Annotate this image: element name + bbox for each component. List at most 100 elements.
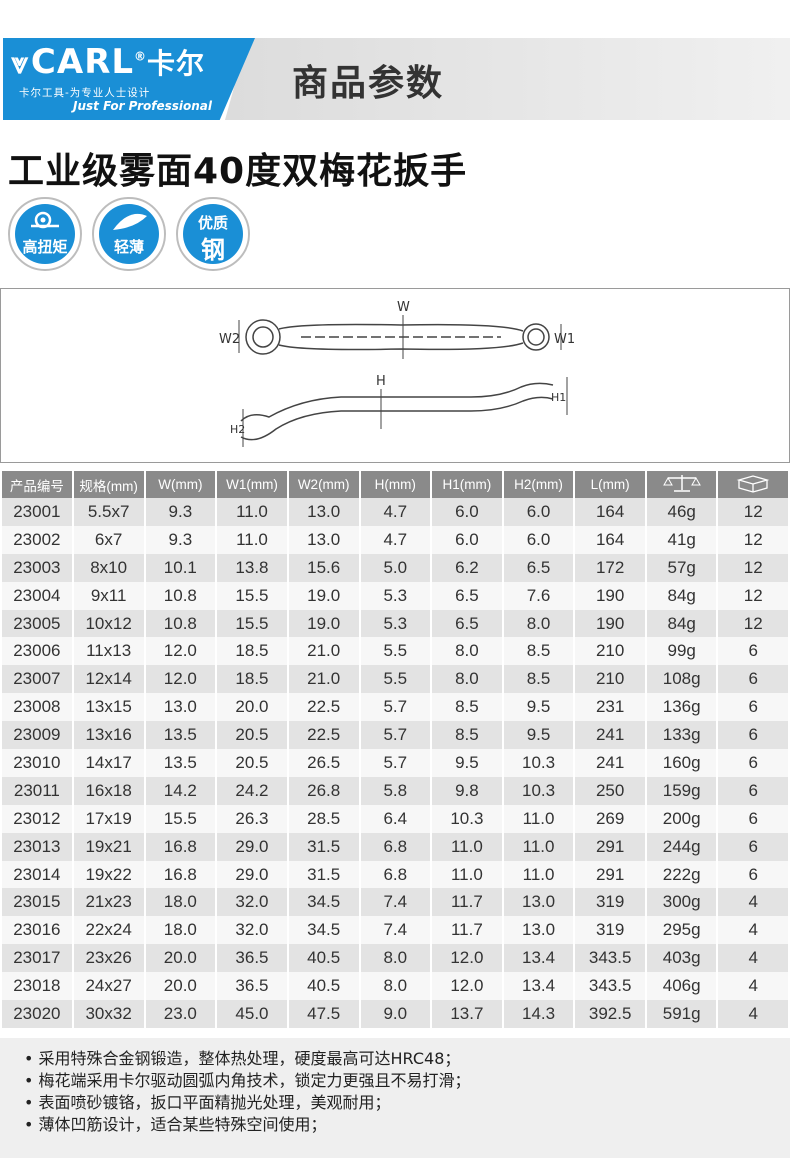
product-title: 工业级雾面40度双梅花扳手 xyxy=(8,151,468,192)
table-cell: 23002 xyxy=(2,525,72,554)
table-cell: 23006 xyxy=(2,637,72,666)
table-cell: 13.7 xyxy=(432,1000,502,1028)
table-cell: 13.5 xyxy=(145,721,216,750)
table-cell: 23017 xyxy=(2,944,72,973)
table-cell: 41g xyxy=(646,525,717,554)
table-cell: 11.0 xyxy=(503,832,574,861)
table-cell: 343.5 xyxy=(575,944,645,973)
badge-label: 轻薄 xyxy=(113,238,144,256)
table-cell: 32.0 xyxy=(217,888,287,917)
table-cell: 40.5 xyxy=(288,972,359,1001)
table-cell: 6.0 xyxy=(432,525,502,554)
table-cell: 6.4 xyxy=(360,804,431,833)
table-cell: 31.5 xyxy=(288,832,359,861)
table-cell: 403g xyxy=(646,944,717,973)
table-cell: 11.0 xyxy=(432,832,502,861)
table-cell: 13.5 xyxy=(145,749,216,777)
package-box-icon xyxy=(736,475,770,493)
dimension-diagram: W2 W1 W H H2 H1 xyxy=(0,288,790,463)
table-cell: 99g xyxy=(646,637,717,666)
logo-text: CARL xyxy=(30,42,135,82)
table-cell: 10.3 xyxy=(503,749,574,777)
table-cell: 13.4 xyxy=(503,972,574,1001)
badge-high-torque: 高扭矩 xyxy=(8,197,82,271)
table-cell: 8.5 xyxy=(503,637,574,666)
col-length: L(mm) xyxy=(575,471,645,498)
table-cell: 5.0 xyxy=(360,553,431,582)
table-cell: 269 xyxy=(575,804,645,833)
table-cell: 21.0 xyxy=(288,665,359,694)
label-h2: H2 xyxy=(230,423,245,436)
table-cell: 12 xyxy=(718,553,788,582)
col-package xyxy=(718,471,788,498)
table-cell: 16.8 xyxy=(145,832,216,861)
table-cell: 6.0 xyxy=(503,498,574,526)
table-cell: 136g xyxy=(646,693,717,722)
table-cell: 6 xyxy=(718,693,788,722)
table-cell: 8.5 xyxy=(503,665,574,694)
col-h: H(mm) xyxy=(360,471,431,498)
table-cell: 29.0 xyxy=(217,860,287,889)
table-cell: 6.8 xyxy=(360,860,431,889)
table-cell: 29.0 xyxy=(217,832,287,861)
table-cell: 47.5 xyxy=(288,1000,359,1028)
table-cell: 5.8 xyxy=(360,776,431,805)
banner-title: 商品参数 xyxy=(292,63,445,104)
table-cell: 4 xyxy=(718,944,788,973)
table-cell: 9.5 xyxy=(503,693,574,722)
table-cell: 10.8 xyxy=(145,581,216,610)
table-header-row: 产品编号 规格(mm) W(mm) W1(mm) W2(mm) H(mm) H1… xyxy=(2,471,788,498)
table-cell: 23014 xyxy=(2,860,72,889)
table-cell: 23016 xyxy=(2,916,72,945)
table-cell: 22x24 xyxy=(73,916,144,945)
table-cell: 84g xyxy=(646,581,717,610)
table-cell: 9.0 xyxy=(360,1000,431,1028)
table-cell: 6.0 xyxy=(432,498,502,526)
table-cell: 22.5 xyxy=(288,693,359,722)
table-cell: 14.3 xyxy=(503,1000,574,1028)
table-cell: 10x12 xyxy=(73,609,144,638)
badge-label-line2: 钢 xyxy=(201,236,225,264)
table-cell: 18.0 xyxy=(145,916,216,945)
table-cell: 13.4 xyxy=(503,944,574,973)
table-row: 23005 10x12 10.8 15.5 19.0 5.3 6.5 8.0 190 84g 12 xyxy=(2,609,788,638)
table-cell: 9.5 xyxy=(432,749,502,777)
table-cell: 17x19 xyxy=(73,804,144,833)
table-body: 23001 5.5x7 9.3 11.0 13.0 4.7 6.0 6.0 164 46g 12 23… xyxy=(2,498,788,1028)
table-cell: 6 xyxy=(718,637,788,666)
table-cell: 10.8 xyxy=(145,609,216,638)
table-cell: 23011 xyxy=(2,776,72,805)
table-cell: 13x16 xyxy=(73,721,144,750)
table-cell: 24x27 xyxy=(73,972,144,1001)
table-cell: 30x32 xyxy=(73,1000,144,1028)
table-cell: 8.0 xyxy=(432,637,502,666)
col-weight xyxy=(646,471,717,498)
feature-notes: • 采用特殊合金钢锻造，整体热处理，硬度最高可达HRC48； • 梅花端采用卡尔… xyxy=(0,1038,790,1158)
table-cell: 20.5 xyxy=(217,721,287,750)
label-w: W xyxy=(397,300,410,315)
table-row: 23003 8x10 10.1 13.8 15.6 5.0 6.2 6.5 172 57g 12 xyxy=(2,553,788,582)
table-cell: 16x18 xyxy=(73,776,144,805)
table-cell: 12 xyxy=(718,498,788,526)
table-cell: 20.5 xyxy=(217,749,287,777)
table-cell: 13x15 xyxy=(73,693,144,722)
table-cell: 12.0 xyxy=(432,972,502,1001)
table-cell: 164 xyxy=(575,525,645,554)
table-cell: 23009 xyxy=(2,721,72,750)
col-w2: W2(mm) xyxy=(288,471,359,498)
table-cell: 5.5 xyxy=(360,665,431,694)
table-cell: 343.5 xyxy=(575,972,645,1001)
table-row: 23002 6x7 9.3 11.0 13.0 4.7 6.0 6.0 164 41g 12 xyxy=(2,525,788,554)
table-cell: 12x14 xyxy=(73,665,144,694)
table-cell: 9x11 xyxy=(73,581,144,610)
table-cell: 23005 xyxy=(2,609,72,638)
table-cell: 11x13 xyxy=(73,637,144,666)
table-cell: 23003 xyxy=(2,553,72,582)
table-cell: 10.1 xyxy=(145,553,216,582)
table-cell: 591g xyxy=(646,1000,717,1028)
table-cell: 12 xyxy=(718,581,788,610)
table-cell: 300g xyxy=(646,888,717,917)
table-cell: 9.5 xyxy=(503,721,574,750)
table-cell: 32.0 xyxy=(217,916,287,945)
table-cell: 11.0 xyxy=(217,498,287,526)
